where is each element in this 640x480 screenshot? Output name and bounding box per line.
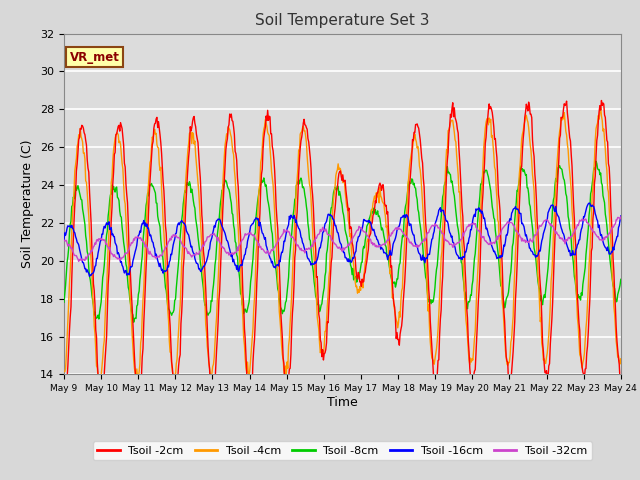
Legend: Tsoil -2cm, Tsoil -4cm, Tsoil -8cm, Tsoil -16cm, Tsoil -32cm: Tsoil -2cm, Tsoil -4cm, Tsoil -8cm, Tsoi… — [93, 441, 592, 460]
Text: VR_met: VR_met — [70, 51, 120, 64]
X-axis label: Time: Time — [327, 396, 358, 409]
Title: Soil Temperature Set 3: Soil Temperature Set 3 — [255, 13, 429, 28]
Y-axis label: Soil Temperature (C): Soil Temperature (C) — [22, 140, 35, 268]
